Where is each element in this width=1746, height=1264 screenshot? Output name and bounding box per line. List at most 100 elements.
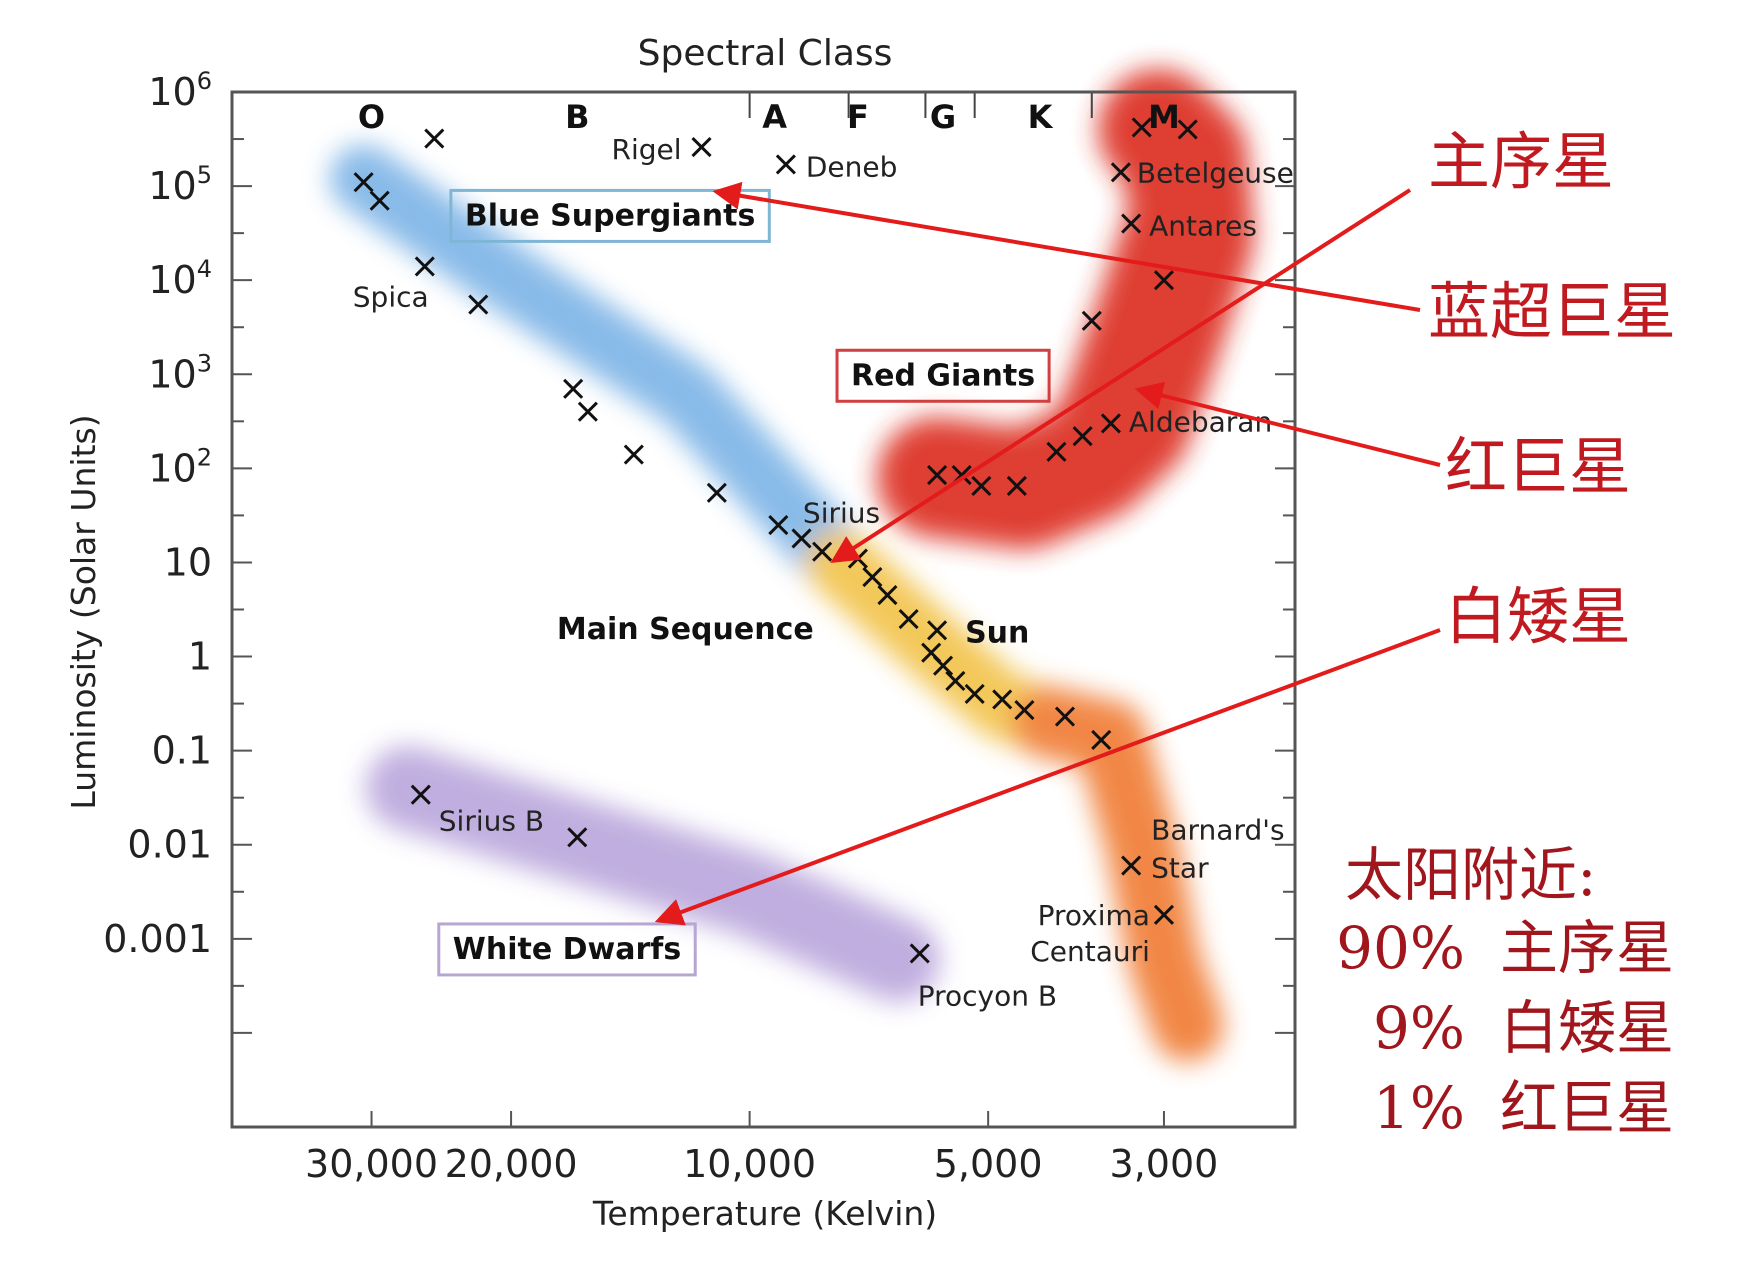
star-cross-6 — [1121, 213, 1142, 234]
star-cross-28 — [964, 683, 985, 705]
star-cross-32 — [1091, 729, 1112, 750]
stats-label-2: 白矮星 — [1500, 994, 1674, 1062]
star-marker-44 — [1153, 904, 1175, 925]
stats-label-1: 主序星 — [1500, 914, 1674, 982]
star-cross-33 — [927, 464, 948, 486]
star-cross-0 — [424, 128, 445, 149]
region-label-1: Red Giants — [835, 348, 1051, 403]
star-cross-19 — [812, 541, 833, 562]
y-tick-label-5: 10 — [164, 540, 212, 584]
star-cross-40 — [410, 784, 431, 805]
star-marker-15 — [623, 444, 644, 465]
star-label-6: Antares — [1149, 210, 1257, 243]
star-cross-2 — [775, 154, 796, 175]
star-marker-9 — [353, 172, 374, 193]
star-cross-22 — [877, 585, 898, 606]
stats-title: 太阳附近: — [1345, 841, 1597, 909]
band-main-sequence-cool — [1012, 686, 1224, 1062]
star-cross-7 — [1153, 270, 1175, 291]
class-boundaries — [748, 92, 1093, 118]
region-label-box-0 — [449, 188, 771, 243]
star-cross-43 — [1121, 855, 1142, 876]
y-tick-label-2: 104 — [148, 255, 212, 302]
star-cross-36 — [1006, 475, 1027, 497]
star-cross-11 — [414, 256, 435, 277]
arrow-blue-supergiant — [712, 181, 1421, 312]
star-cross-41 — [567, 827, 588, 848]
x-axis-label: Temperature (Kelvin) — [592, 1194, 937, 1233]
star-marker-35 — [971, 475, 992, 497]
star-label-11: Spica — [353, 280, 429, 313]
stats-row-2: 9% 白矮星 — [1373, 994, 1674, 1062]
star-marker-10 — [369, 190, 390, 211]
region-label-text-1: Red Giants — [851, 358, 1035, 393]
x-tick-label-4: 3,000 — [1110, 1142, 1219, 1186]
star-cross-29 — [992, 689, 1013, 710]
star-cross-38 — [1072, 426, 1093, 447]
star-cross-21 — [862, 566, 883, 588]
star-marker-5 — [1110, 162, 1131, 183]
star-marker-43 — [1121, 855, 1142, 876]
star-marker-7 — [1153, 270, 1175, 291]
y-tick-label-1: 105 — [148, 161, 212, 208]
star-marker-23 — [898, 609, 919, 630]
star-extra-label-3: Centauri — [1030, 935, 1150, 968]
stats-percent-1: 90% — [1336, 914, 1465, 982]
band-main-sequence-hot — [329, 144, 874, 597]
arrow-main-sequence — [830, 188, 1412, 564]
region-label-main-sequence: Main Sequence — [557, 612, 814, 647]
star-cross-3 — [1131, 117, 1152, 138]
star-marker-8 — [1081, 310, 1102, 331]
star-cross-8 — [1081, 310, 1102, 331]
star-marker-30 — [1014, 699, 1035, 721]
region-label-text-0: Blue Supergiants — [465, 198, 755, 233]
y-tick-label-6: 1 — [188, 635, 212, 679]
stats-percent-3: 1% — [1373, 1074, 1465, 1142]
star-marker-1 — [691, 136, 712, 158]
star-cross-18 — [791, 528, 812, 549]
stats-row-3: 1% 红巨星 — [1373, 1074, 1674, 1142]
star-marker-32 — [1091, 729, 1112, 750]
star-marker-2 — [775, 154, 796, 175]
x-tick-label-3: 5,000 — [934, 1142, 1043, 1186]
star-label-42: Procyon B — [918, 979, 1057, 1012]
star-marker-37 — [1046, 441, 1067, 462]
annotation-arrows — [654, 181, 1441, 926]
star-marker-4 — [1177, 119, 1198, 140]
region-label-text-2: White Dwarfs — [453, 932, 681, 967]
star-marker-22 — [877, 585, 898, 606]
annotation-red-giant: 红巨星 — [1445, 430, 1631, 503]
spectral-class-k: K — [1028, 98, 1054, 136]
star-label-20: Sirius — [803, 497, 880, 530]
star-cross-14 — [577, 401, 598, 422]
star-marker-29 — [992, 689, 1013, 710]
star-cross-15 — [623, 444, 644, 465]
star-cross-24 — [927, 620, 948, 641]
band-white-dwarfs — [365, 746, 940, 1002]
star-markers: Rigel Deneb Betelgeuse Antares Spica Sirius Su… — [353, 117, 1294, 1012]
star-marker-17 — [768, 514, 789, 536]
stats-label-3: 红巨星 — [1500, 1074, 1674, 1142]
star-marker-31 — [1054, 706, 1076, 727]
spectral-class-m: M — [1148, 98, 1180, 136]
region-labels: Blue Supergiants Red Giants White Dwarfs Ma… — [437, 188, 1051, 977]
star-label-sun: Sun — [965, 615, 1029, 650]
star-cross-31 — [1054, 706, 1076, 727]
region-label-box-1 — [835, 348, 1051, 403]
spectral-class-g: G — [930, 98, 956, 136]
star-cross-4 — [1177, 119, 1198, 140]
star-extra-label-2: Proxima — [1038, 899, 1150, 932]
star-cross-42 — [909, 943, 930, 964]
star-cross-23 — [898, 609, 919, 630]
star-marker-3 — [1131, 117, 1152, 138]
y-axis-label: Luminosity (Solar Units) — [64, 414, 103, 809]
region-bands — [329, 69, 1254, 1062]
annotation-blue-supergiant: 蓝超巨星 — [1428, 275, 1676, 348]
region-label-0: Blue Supergiants — [449, 188, 771, 243]
y-tick-label-4: 102 — [148, 443, 212, 490]
star-cross-13 — [563, 378, 584, 399]
star-marker-12 — [468, 294, 489, 315]
star-extra-label-0: Barnard's — [1151, 814, 1284, 847]
star-label-40: Sirius B — [439, 805, 544, 838]
